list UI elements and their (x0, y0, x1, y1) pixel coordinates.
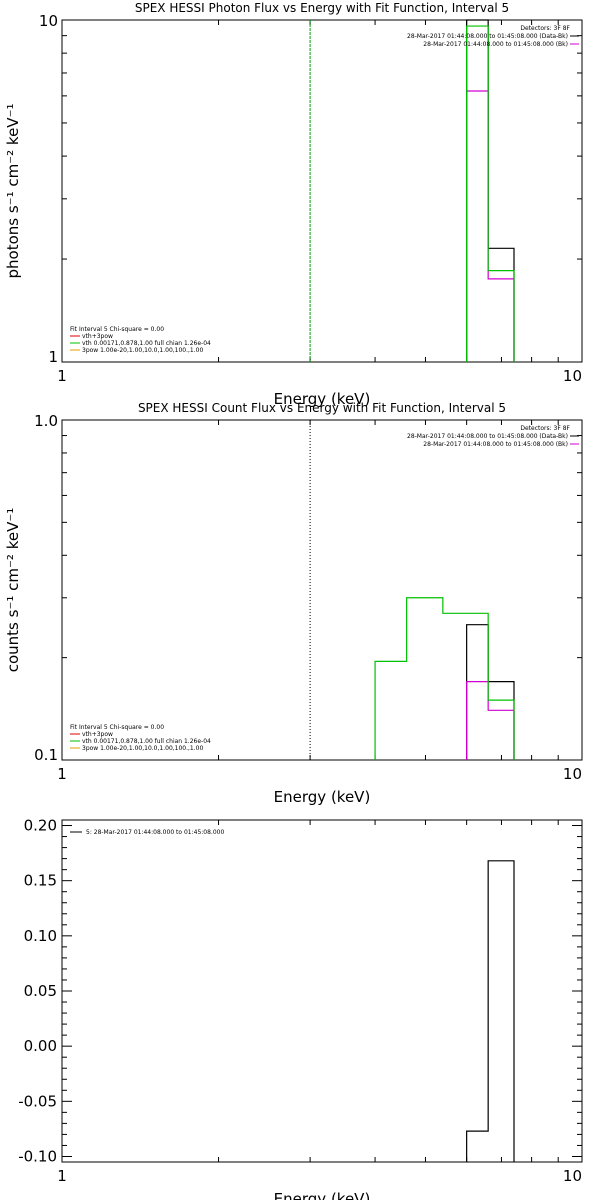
legend-header: Detectors: 3F 8F (520, 25, 570, 32)
legend-entry: 5: 28-Mar-2017 01:44:08.000 to 01:45:08.… (86, 829, 224, 836)
x-axis-label: Energy (keV) (274, 788, 371, 806)
y-tick-label: 0.10 (24, 927, 57, 945)
step-series-1 (466, 19, 515, 362)
y-tick-label: 1 (48, 348, 58, 366)
legend-entry: 3pow 1.00e-20,1.00,10.0,1.00,100.,1.00 (82, 745, 203, 752)
x-tick-label: 1 (57, 1167, 67, 1185)
y-tick-label: -0.10 (18, 1147, 57, 1165)
x-tick-label: 10 (563, 765, 582, 783)
x-tick-label: 10 (563, 1167, 582, 1185)
y-axis-label: counts s⁻¹ cm⁻² keV⁻¹ (4, 508, 22, 673)
legend-entry: 28-Mar-2017 01:44:08.000 to 01:45:08.000… (423, 441, 568, 448)
y-tick-label: 0.05 (24, 982, 57, 1000)
x-tick-label: 1 (57, 367, 67, 385)
plot-frame (61, 819, 583, 1163)
plot-frame (61, 419, 583, 761)
legend-entry: vth+3pow (82, 333, 113, 340)
legend-entry: 28-Mar-2017 01:44:08.000 to 01:45:08.000… (407, 433, 568, 440)
plot-frame (61, 19, 583, 363)
x-tick-label: 10 (563, 367, 582, 385)
step-series-3 (466, 25, 515, 362)
legend-header: Fit Interval 5 Chi-square = 0.00 (70, 724, 164, 731)
legend-entry: vth+3pow (82, 731, 113, 738)
x-axis-label: Energy (keV) (274, 390, 371, 408)
y-axis-label: photons s⁻¹ cm⁻² keV⁻¹ (4, 104, 22, 279)
step-series-1 (466, 860, 515, 1162)
chart-title: SPEX HESSI Photon Flux vs Energy with Fi… (135, 1, 509, 15)
step-series-1 (466, 624, 515, 760)
legend-top-left: 5: 28-Mar-2017 01:44:08.000 to 01:45:08.… (70, 829, 224, 836)
legend-entry: 28-Mar-2017 01:44:08.000 to 01:45:08.000… (407, 33, 568, 40)
y-tick-label: 1.0 (34, 412, 58, 430)
y-tick-label: 0.15 (24, 872, 57, 890)
y-tick-label: 0.20 (24, 817, 57, 835)
chart-title: SPEX HESSI Count Flux vs Energy with Fit… (138, 401, 506, 415)
step-series-2 (466, 90, 515, 362)
legend-bottom-left: Fit Interval 5 Chi-square = 0.00vth+3pow… (70, 326, 211, 354)
legend-entry: 3pow 1.00e-20,1.00,10.0,1.00,100.,1.00 (82, 347, 203, 354)
legend-entry: vth 0.00171,0.878,1.00 full chian 1.26e-… (82, 340, 211, 347)
legend-header: Detectors: 3F 8F (520, 425, 570, 432)
x-axis-label: Energy (keV) (274, 1190, 371, 1200)
y-tick-label: 0.00 (24, 1037, 57, 1055)
legend-entry: 28-Mar-2017 01:44:08.000 to 01:45:08.000… (423, 41, 568, 48)
chart-panel-3: 1 10 0.20 0.15 0.10 0.05 0.00 -0.05 -0.10 Energy … (18, 817, 583, 1200)
step-series-2 (466, 681, 515, 760)
y-tick-label: 10 (39, 12, 58, 30)
y-tick-label: -0.05 (18, 1092, 57, 1110)
step-series-3 (374, 597, 515, 760)
legend-header: Fit Interval 5 Chi-square = 0.00 (70, 326, 164, 333)
chart-panel-2: 1 10 0.1 1.0 SPEX HESSI Count Flux vs Energy… (4, 401, 583, 806)
legend-entry: vth 0.00171,0.878,1.00 full chian 1.26e-… (82, 738, 211, 745)
x-tick-label: 1 (57, 765, 67, 783)
chart-panel-1: 1 10 1 10 SPEX HESSI Photon Flux vs Energy w… (4, 1, 583, 408)
legend-bottom-left: Fit Interval 5 Chi-square = 0.00vth+3pow… (70, 724, 211, 752)
y-tick-label: 0.1 (34, 746, 58, 764)
